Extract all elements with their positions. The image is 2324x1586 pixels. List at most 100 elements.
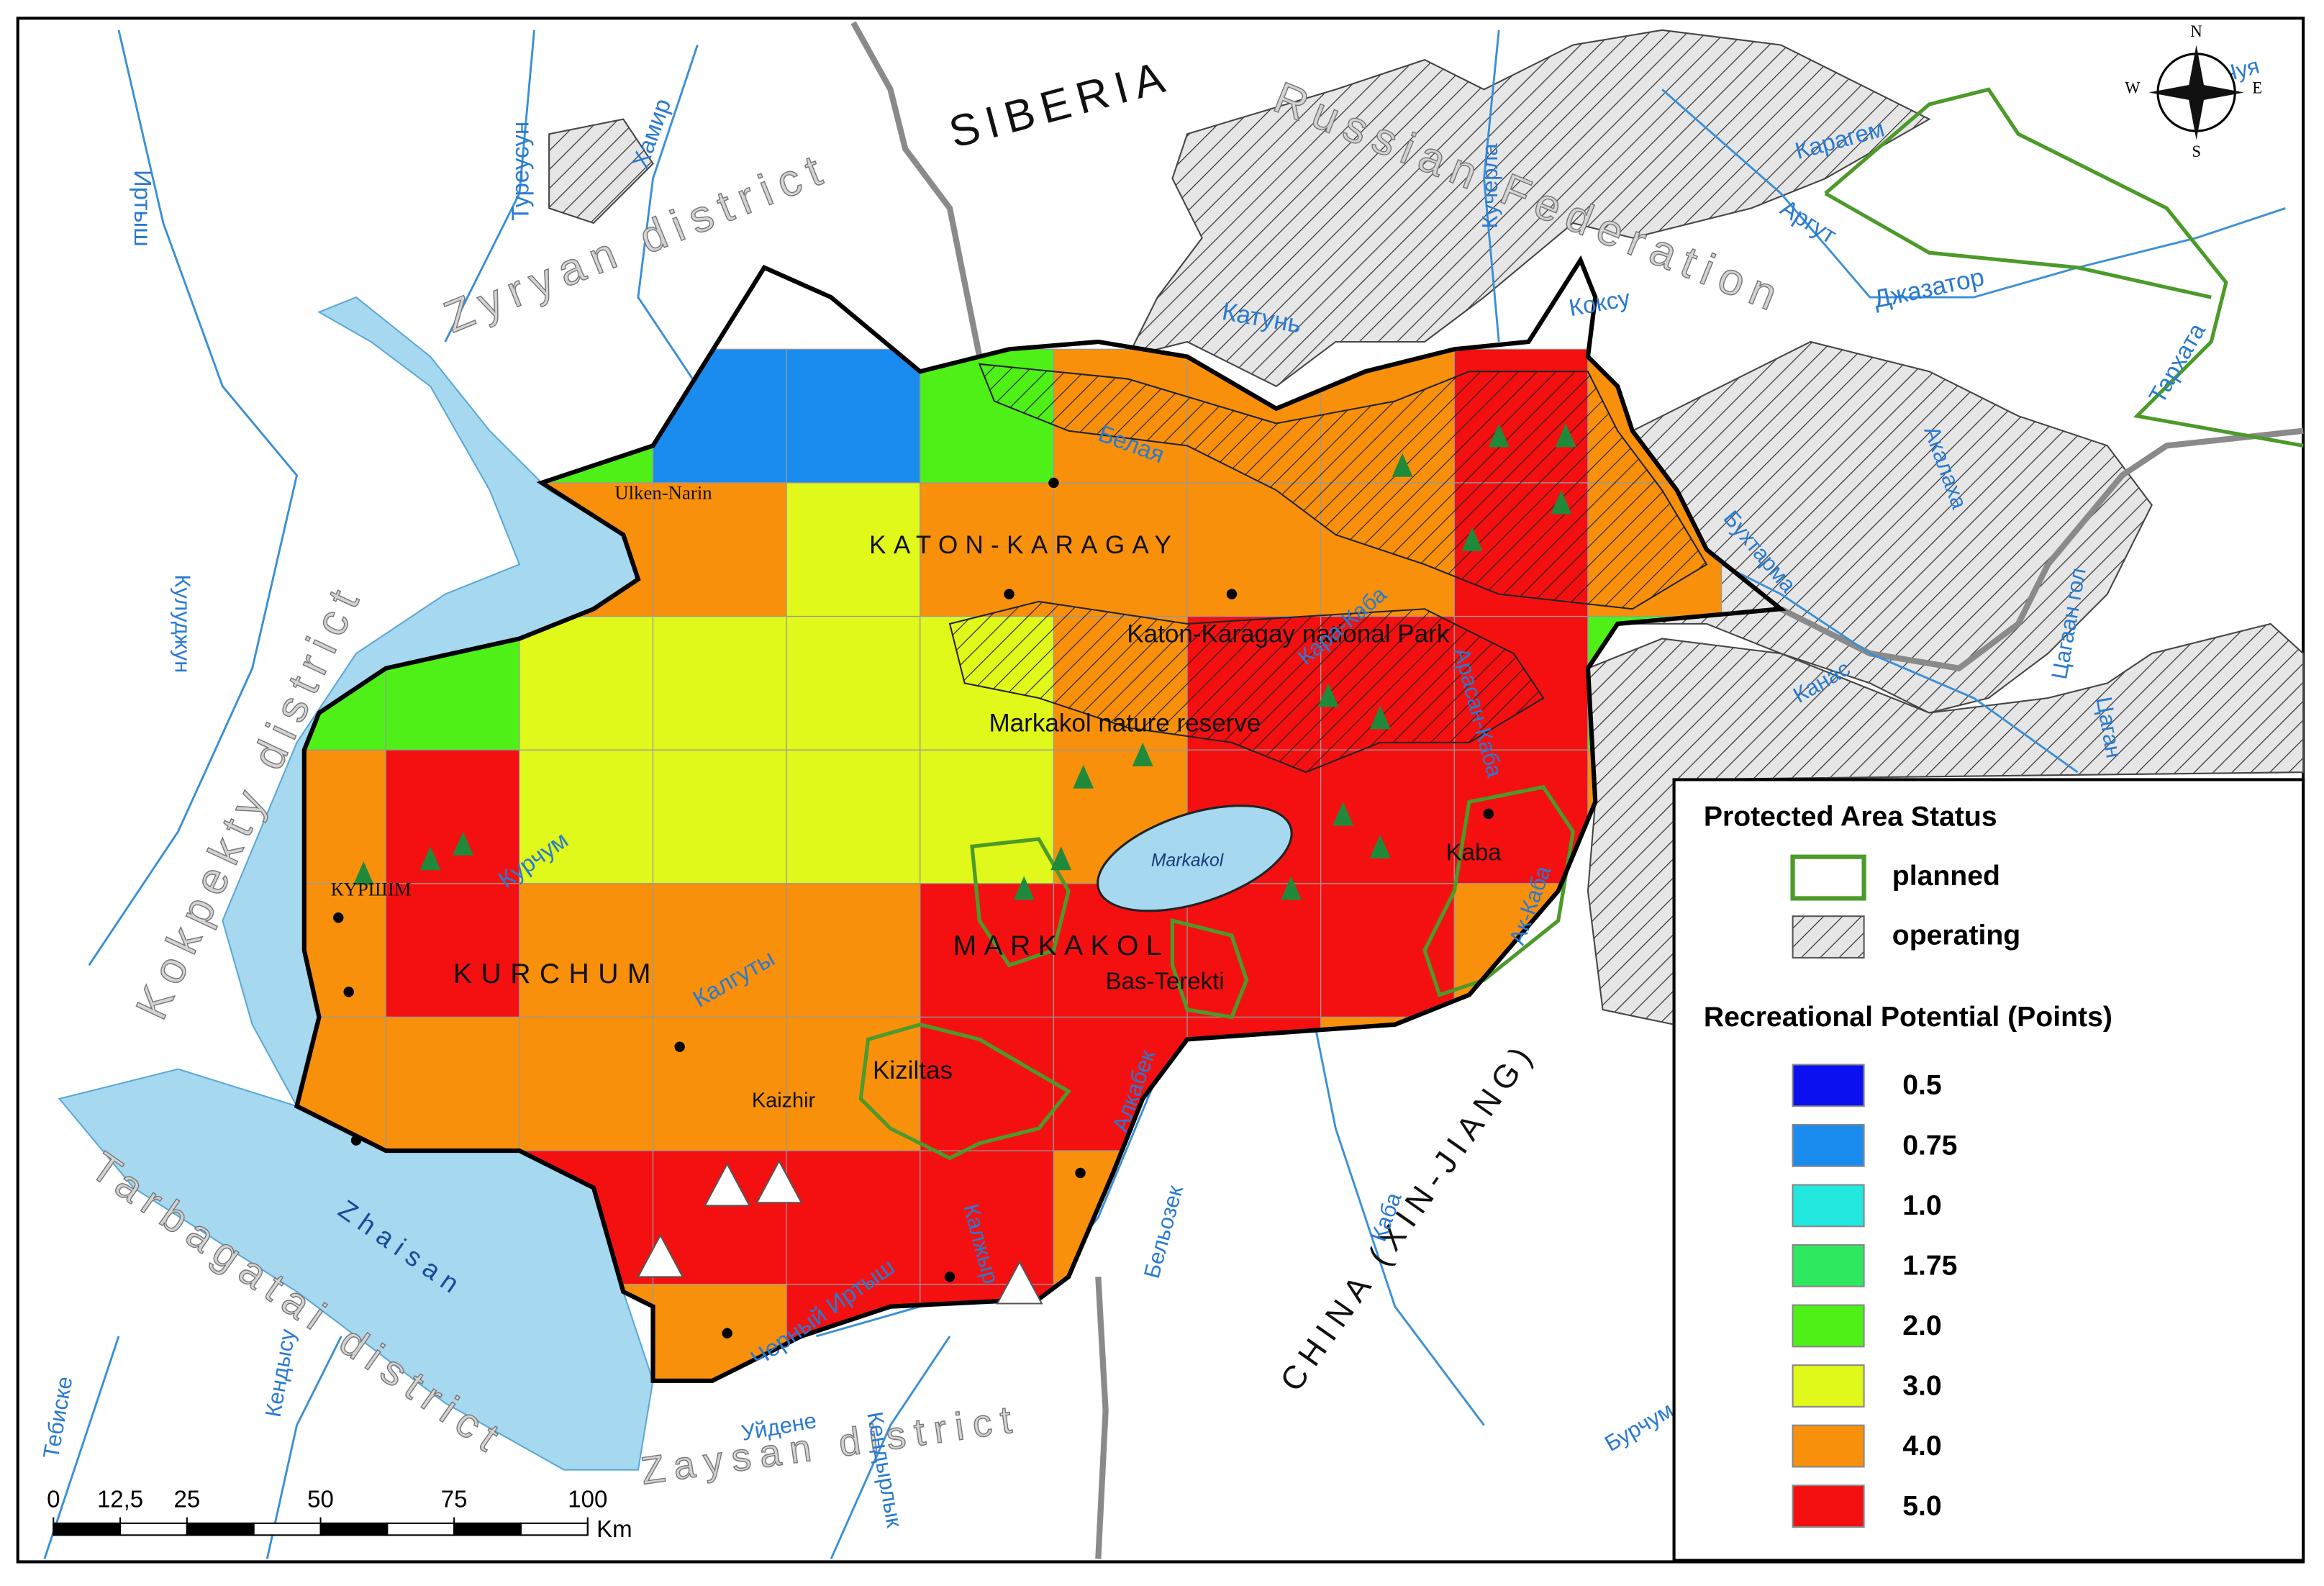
- place-label: Markakol nature reserve: [989, 709, 1261, 737]
- legend-swatch: [1792, 1485, 1865, 1528]
- planned-area: [1170, 918, 1249, 1020]
- legend-label: operating: [1892, 920, 2020, 951]
- scale-label: 0: [47, 1486, 60, 1513]
- place-label: КҮРШІМ: [331, 878, 412, 900]
- scale-unit: Km: [596, 1515, 632, 1542]
- river-label: Иртыш: [130, 170, 156, 247]
- grid-cell: [920, 1150, 1055, 1285]
- scale-segment: [253, 1522, 322, 1536]
- scale-label: 50: [307, 1486, 334, 1513]
- legend-swatch: [1792, 1304, 1865, 1348]
- legend-label: 1.0: [1902, 1190, 1941, 1221]
- grid-cell: [385, 749, 520, 884]
- markakol-lake: [1097, 805, 1293, 912]
- legend-label: 0.75: [1902, 1130, 1957, 1161]
- scale-segment: [186, 1522, 255, 1536]
- grid-cell: [920, 883, 1055, 1018]
- place-label: Bas-Terekti: [1106, 968, 1225, 994]
- legend-label: 2.0: [1902, 1310, 1941, 1341]
- legend-swatch: [1792, 1064, 1865, 1107]
- legend-label: planned: [1892, 861, 2000, 892]
- scale-segment: [386, 1522, 455, 1536]
- place-label: Ulken-Narin: [614, 482, 712, 504]
- scale-segment: [319, 1522, 389, 1536]
- grid-cell: [1320, 883, 1455, 1018]
- river-label: Кучерла: [1477, 143, 1502, 229]
- compass-label: S: [2192, 142, 2201, 160]
- legend-swatch: [1792, 1244, 1865, 1287]
- scale-segment: [519, 1522, 589, 1536]
- scale-label: 100: [568, 1486, 607, 1513]
- grid-cell: [652, 883, 787, 1018]
- settlements: [333, 477, 1494, 1338]
- compass-label: N: [2190, 22, 2202, 40]
- scale-label: 75: [441, 1486, 468, 1513]
- river-label: Туреусун: [507, 122, 534, 221]
- compass-label: W: [2125, 79, 2141, 97]
- compass-rose: [2148, 45, 2244, 140]
- legend-label: 5.0: [1902, 1490, 1941, 1521]
- legend-swatch: [1792, 1123, 1865, 1167]
- operating-area: [1587, 622, 2305, 1026]
- grid-cell: [786, 1016, 921, 1151]
- grid-cell: [652, 1016, 787, 1151]
- legend-box: [1672, 778, 2305, 1562]
- grid-cell: [1453, 749, 1589, 884]
- grid-cell: [519, 749, 654, 884]
- legend-swatch: [1790, 854, 1866, 901]
- grid-cell: [786, 883, 921, 1018]
- operating-area: [948, 600, 1545, 774]
- legend-label: 4.0: [1902, 1431, 1941, 1462]
- compass-label: E: [2252, 79, 2262, 97]
- district-label: KURCHUM: [453, 959, 660, 989]
- grid-cell: [786, 1150, 921, 1285]
- scale-segment: [53, 1522, 122, 1536]
- operating-area: [978, 363, 1708, 610]
- scale-label: 12,5: [97, 1486, 143, 1513]
- place-label: Markakol: [1151, 851, 1225, 870]
- district-label: KATON-KARAGAY: [869, 531, 1179, 559]
- grid-cell: [652, 615, 787, 751]
- planned-area: [858, 1023, 1071, 1161]
- grid-cell: [519, 615, 654, 751]
- forest-icons: [353, 423, 1576, 900]
- place-label: Katon-Karagay national Park: [1127, 620, 1450, 648]
- legend: Protected Area Status planned operating Rec…: [1704, 801, 2112, 1528]
- legend-label: 0.5: [1902, 1070, 1941, 1101]
- grid-cell: [786, 348, 921, 484]
- grid-cell: [519, 1016, 654, 1151]
- operating-area: [1126, 29, 1931, 388]
- grid-cell: [1053, 482, 1188, 617]
- scale-label: 25: [174, 1486, 201, 1513]
- scale-segment: [119, 1522, 188, 1536]
- operating-area: [548, 118, 654, 225]
- place-label: Kaba: [1446, 838, 1502, 865]
- place-label: Kaizhir: [752, 1089, 816, 1113]
- grid-cell: [519, 883, 654, 1018]
- scale-segment: [453, 1522, 522, 1536]
- grid-cell: [385, 1016, 520, 1151]
- planned-area: [970, 837, 1071, 968]
- grid-cell: [652, 749, 787, 884]
- district-label: MARKAKOL: [953, 930, 1169, 961]
- legend-swatch: [1792, 1184, 1865, 1228]
- grid-cell: [920, 749, 1055, 884]
- legend-title: Recreational Potential (Points): [1704, 1002, 2112, 1033]
- river-label: Кулуджун: [170, 574, 195, 673]
- grid-cell: [920, 482, 1055, 617]
- grid-cell: [786, 749, 921, 884]
- mountain-icons: [637, 1159, 1043, 1305]
- state-border: [850, 21, 983, 358]
- grid-cell: [1186, 883, 1322, 1018]
- grid-cell: [385, 883, 520, 1018]
- place-label: Kiziltas: [873, 1056, 953, 1084]
- grid-cell: [786, 615, 921, 751]
- grid-cell: [786, 482, 921, 617]
- legend-label: 1.75: [1902, 1250, 1957, 1281]
- legend-swatch: [1792, 915, 1865, 959]
- state-border: [1095, 1277, 1109, 1559]
- state-border: [1779, 427, 2304, 672]
- legend-swatch: [1792, 1364, 1865, 1408]
